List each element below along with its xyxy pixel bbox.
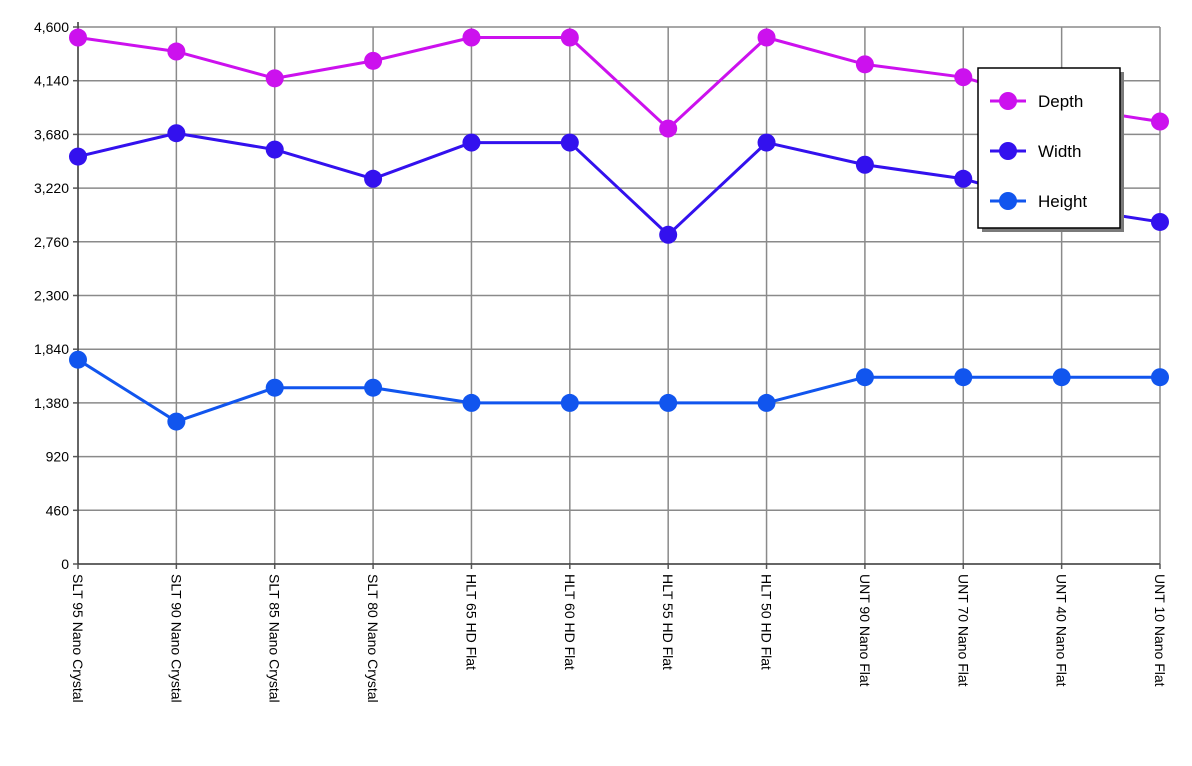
x-tick-label: HLT 55 HD Flat — [660, 574, 676, 670]
y-tick-label: 2,300 — [34, 288, 69, 304]
data-point-width — [462, 133, 481, 152]
data-point-height — [265, 378, 284, 397]
legend-swatch-marker — [999, 92, 1017, 110]
y-tick-label: 1,840 — [34, 341, 69, 357]
x-axis-ticks: SLT 95 Nano Crystal SLT 90 Nano Crystal SL… — [70, 564, 1168, 703]
data-point-height — [560, 393, 579, 412]
series-line-height — [77, 358, 1160, 424]
axes — [77, 22, 1160, 565]
data-point-height — [69, 350, 87, 369]
legend-swatch-marker — [999, 142, 1017, 160]
y-tick-label: 4,600 — [34, 19, 69, 35]
data-point-depth — [757, 28, 776, 47]
legend-item-width: Width — [990, 142, 1081, 161]
y-tick-label: 3,680 — [34, 126, 69, 142]
data-point-height — [1052, 368, 1071, 387]
x-tick-label: UNT 10 Nano Flat — [1152, 574, 1168, 687]
legend-item-height: Height — [990, 192, 1087, 211]
data-point-width — [364, 169, 383, 188]
data-point-width — [1151, 212, 1169, 231]
x-tick-label: SLT 85 Nano Crystal — [267, 574, 283, 703]
x-tick-label: HLT 65 HD Flat — [463, 574, 479, 670]
data-point-width — [560, 133, 579, 152]
y-tick-label: 1,380 — [34, 395, 69, 411]
legend-swatch-marker — [999, 192, 1017, 210]
legend-item-depth: Depth — [990, 92, 1083, 111]
data-point-depth — [954, 68, 973, 87]
data-point-width — [855, 155, 874, 174]
y-tick-label: 4,140 — [34, 73, 69, 89]
data-point-height — [954, 368, 973, 387]
data-point-width — [265, 140, 284, 159]
data-point-depth — [265, 69, 284, 88]
data-point-width — [757, 133, 776, 152]
data-point-width — [954, 169, 973, 188]
series-height — [69, 350, 1169, 431]
x-tick-label: SLT 95 Nano Crystal — [70, 574, 86, 703]
data-point-depth — [69, 28, 87, 47]
data-point-height — [167, 412, 186, 431]
data-point-width — [167, 124, 186, 143]
data-point-depth — [167, 42, 186, 61]
data-point-width — [659, 225, 678, 244]
data-point-height — [364, 378, 383, 397]
y-tick-label: 920 — [46, 449, 70, 465]
y-tick-label: 3,220 — [34, 180, 69, 196]
y-axis-ticks: 0 460 920 1,380 1,840 2,300 2,760 3,220 3,680 4,1… — [34, 19, 78, 572]
legend-label: Width — [1038, 142, 1081, 161]
legend-label: Height — [1038, 192, 1087, 211]
data-point-depth — [855, 55, 874, 74]
x-tick-label: HLT 50 HD Flat — [759, 574, 775, 670]
data-point-height — [757, 393, 776, 412]
legend: Depth Width Height — [977, 67, 1124, 232]
x-tick-label: SLT 80 Nano Crystal — [365, 574, 381, 703]
data-point-depth — [1151, 112, 1169, 131]
x-tick-label: UNT 90 Nano Flat — [857, 574, 873, 687]
y-tick-label: 0 — [61, 556, 69, 572]
data-point-width — [69, 147, 87, 166]
y-tick-label: 2,760 — [34, 234, 69, 250]
x-tick-label: SLT 90 Nano Crystal — [168, 574, 184, 703]
legend-label: Depth — [1038, 92, 1083, 111]
y-tick-label: 460 — [46, 502, 70, 518]
grid-lines — [78, 26, 1161, 564]
x-tick-label: UNT 70 Nano Flat — [955, 574, 971, 687]
data-point-height — [659, 393, 678, 412]
data-point-depth — [462, 28, 481, 47]
x-tick-label: UNT 40 Nano Flat — [1054, 574, 1070, 687]
data-point-depth — [659, 119, 678, 138]
data-point-depth — [364, 51, 383, 70]
data-point-height — [855, 368, 874, 387]
data-point-depth — [560, 28, 579, 47]
x-tick-label: HLT 60 HD Flat — [562, 574, 578, 670]
data-point-height — [1151, 368, 1169, 387]
data-point-height — [462, 393, 481, 412]
